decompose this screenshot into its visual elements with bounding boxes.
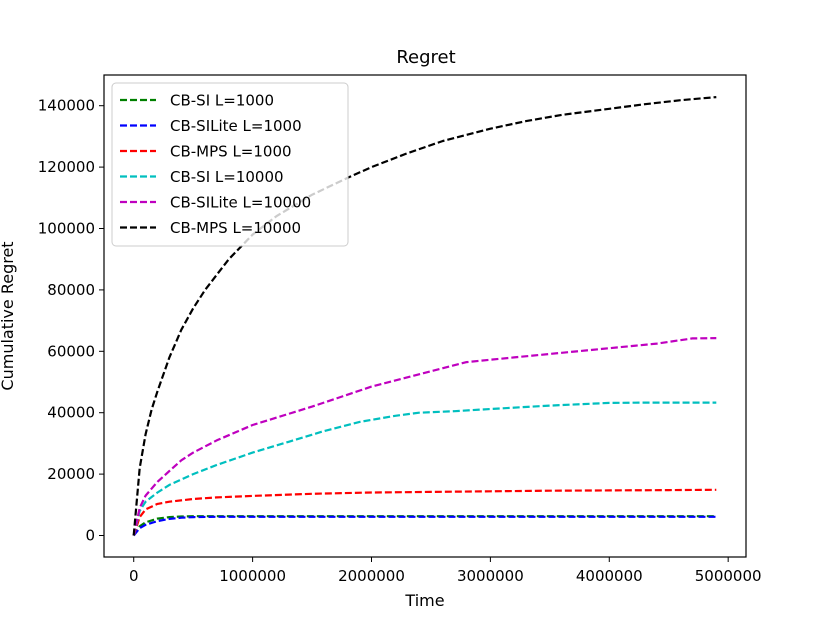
y-tick-label: 120000 [38,158,95,176]
y-tick-label: 40000 [47,404,95,422]
legend-label-4: CB-SI L=10000 [170,168,284,186]
series-line-5 [132,337,717,536]
x-axis-label: Time [404,591,444,610]
y-tick-label: 80000 [47,281,95,299]
series-line-2 [132,515,717,537]
y-tick-label: 140000 [38,97,95,115]
series-line-4 [132,401,717,536]
legend-label-6: CB-MPS L=10000 [170,219,301,237]
y-tick-label: 20000 [47,465,95,483]
x-tick-label: 3000000 [457,567,524,585]
legend-label-1: CB-SI L=1000 [170,92,274,110]
plot-area [103,74,747,558]
legend-label-2: CB-SILite L=1000 [170,117,302,135]
axes-frame [103,74,747,558]
series-line-3 [132,488,717,536]
y-tick-label: 60000 [47,342,95,360]
x-tick-label: 0 [129,567,139,585]
legend-label-5: CB-SILite L=10000 [170,194,311,212]
x-tick-label: 2000000 [338,567,405,585]
y-tick-label: 0 [85,527,95,545]
legend-items: CB-SI L=1000 CB-SILite L=1000 CB-MPS L=100… [120,92,311,237]
x-tick-label: 1000000 [219,567,286,585]
chart-title: Regret [396,47,455,68]
legend-box [111,82,349,247]
y-axis-ticks: 0 20000 40000 60000 80000 100000 120000 140000 [38,97,104,545]
x-axis-ticks: 0 1000000 2000000 3000000 4000000 5000000 [129,557,762,585]
x-tick-label: 4000000 [576,567,643,585]
y-tick-label: 100000 [38,220,95,238]
x-tick-label: 5000000 [695,567,762,585]
legend-label-3: CB-MPS L=1000 [170,143,292,161]
series-layer [132,96,717,537]
y-axis-label: Cumulative Regret [0,241,17,390]
legend: CB-SI L=1000 CB-SILite L=1000 CB-MPS L=100… [111,82,349,247]
